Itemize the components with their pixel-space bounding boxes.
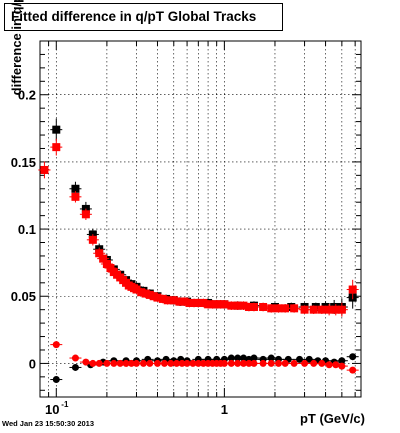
data-point <box>99 254 108 263</box>
data-point <box>132 359 140 367</box>
timestamp: Wed Jan 23 15:50:30 2013 <box>2 419 95 428</box>
data-point <box>281 304 290 313</box>
data-point <box>163 296 172 305</box>
data-point <box>250 359 258 367</box>
data-point <box>325 361 333 369</box>
data-point <box>275 359 283 367</box>
y-tick-label: 0.2 <box>18 88 36 103</box>
data-point <box>305 355 313 363</box>
data-point <box>106 264 115 273</box>
data-point <box>199 298 208 307</box>
data-point <box>250 354 258 362</box>
data-point <box>81 210 90 219</box>
data-point <box>296 355 304 363</box>
data-point <box>71 184 80 193</box>
data-point <box>338 362 346 370</box>
data-point <box>110 359 118 367</box>
data-point <box>274 304 283 313</box>
x-axis-label: pT (GeV/c) <box>299 411 365 426</box>
data-point <box>227 301 236 310</box>
data-point <box>259 302 268 311</box>
data-point <box>160 359 168 367</box>
data-point <box>169 296 178 305</box>
data-point <box>325 305 334 314</box>
plot-frame <box>39 40 362 398</box>
data-point <box>71 192 80 201</box>
series-2 <box>50 353 359 384</box>
data-point <box>141 289 150 298</box>
data-point <box>267 359 275 367</box>
data-point <box>71 354 79 362</box>
tick-labels: 0 0.05 0.1 0.15 0.2 10 -1 1 <box>11 88 228 417</box>
data-point <box>259 359 267 367</box>
data-point <box>95 249 104 258</box>
x-tick-label: 10 <box>45 402 59 417</box>
data-point <box>52 341 60 349</box>
data-point <box>82 358 90 366</box>
data-point <box>309 305 318 314</box>
data-point <box>227 354 235 362</box>
data-point <box>71 363 79 371</box>
grid-lines <box>39 41 361 397</box>
data-point <box>40 166 48 174</box>
data-point <box>137 288 146 297</box>
data-point <box>227 359 235 367</box>
data-point <box>180 297 189 306</box>
data-point <box>281 359 289 367</box>
x-tick-label: 1 <box>221 402 228 417</box>
data-point <box>239 301 248 310</box>
data-point <box>267 304 276 313</box>
data-point <box>153 359 161 367</box>
chart-title: Fitted difference in q/pT Global Tracks <box>4 3 283 31</box>
data-point <box>290 359 298 367</box>
data-point <box>317 305 326 314</box>
data-series <box>38 118 359 384</box>
y-tick-label: 0.1 <box>18 222 36 237</box>
data-point <box>52 376 60 384</box>
data-point <box>95 359 103 367</box>
data-point <box>300 305 309 314</box>
data-point <box>220 359 228 367</box>
data-point <box>89 359 97 367</box>
data-point <box>332 361 340 369</box>
data-point <box>220 300 229 309</box>
data-point <box>52 143 61 152</box>
data-point <box>52 125 61 134</box>
data-point <box>88 235 97 244</box>
data-point <box>301 359 309 367</box>
data-point <box>132 285 141 294</box>
y-axis-label: difference in q/pT <box>9 0 24 96</box>
data-point <box>331 305 340 314</box>
axis-ticks <box>39 40 361 397</box>
data-point <box>249 302 258 311</box>
data-point <box>103 359 111 367</box>
data-point <box>102 260 111 269</box>
data-point <box>318 359 326 367</box>
data-point <box>290 304 299 313</box>
data-point <box>349 353 357 361</box>
y-tick-label: 0.05 <box>11 289 36 304</box>
data-point <box>139 359 147 367</box>
series-0 <box>50 118 359 316</box>
data-point <box>348 285 357 294</box>
y-tick-label: 0 <box>29 356 36 371</box>
data-point <box>158 294 167 303</box>
data-point <box>153 293 162 302</box>
data-point <box>337 305 346 314</box>
series-3 <box>38 166 359 374</box>
data-point <box>310 359 318 367</box>
data-point <box>349 366 357 374</box>
data-point <box>146 359 154 367</box>
y-tick-label: 0.15 <box>11 155 36 170</box>
series-1 <box>38 138 359 317</box>
x-tick-label-exponent: -1 <box>61 400 69 409</box>
data-point <box>338 357 346 365</box>
